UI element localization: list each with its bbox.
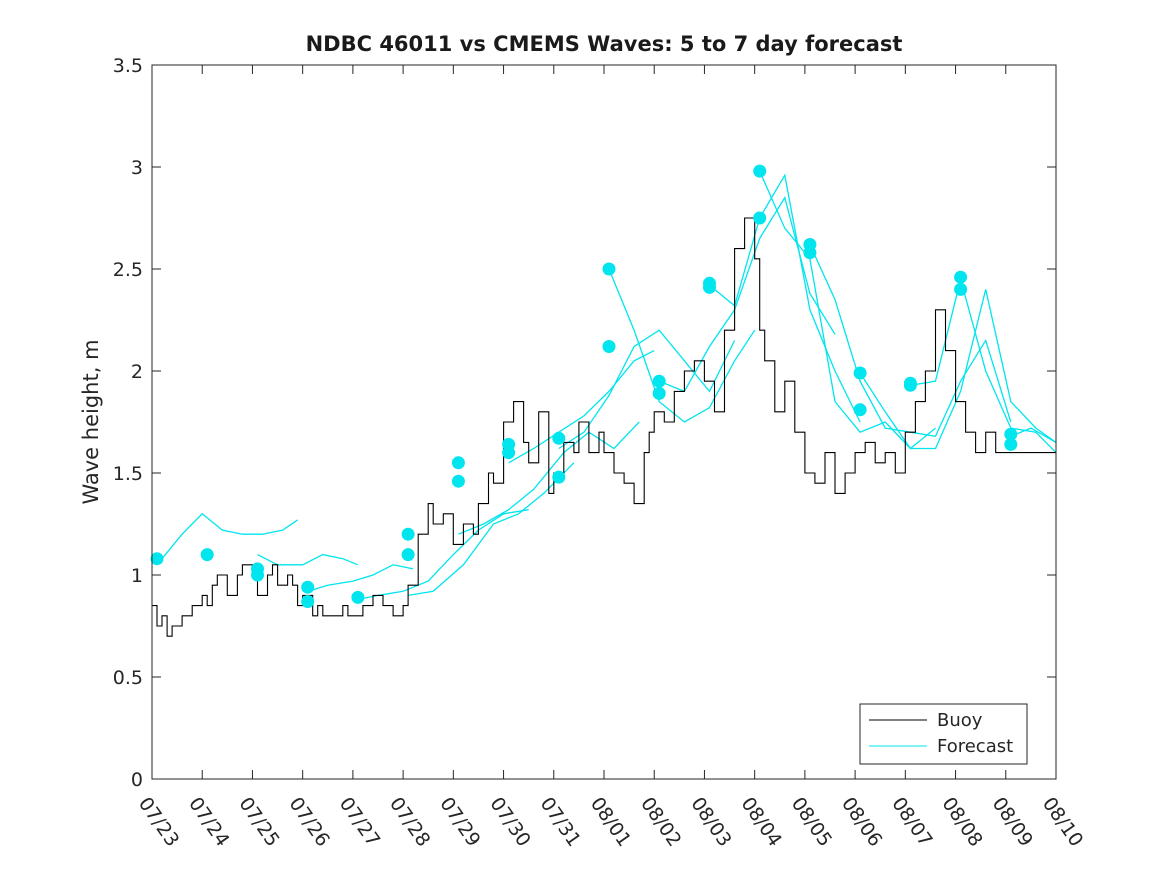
y-tick-label: 3: [131, 157, 143, 179]
forecast-start-marker: [652, 374, 666, 388]
forecast-start-marker: [451, 474, 465, 488]
forecast-start-marker: [602, 262, 616, 276]
legend-forecast-label: Forecast: [937, 736, 1013, 757]
x-tick-label: 08/03: [686, 793, 735, 850]
y-tick-label: 0.5: [113, 667, 143, 689]
x-tick-label: 07/23: [134, 793, 183, 850]
chart-title: NDBC 46011 vs CMEMS Waves: 5 to 7 day fo…: [306, 32, 903, 56]
y-tick-label: 0: [131, 769, 143, 791]
x-tick-label: 07/30: [485, 793, 534, 850]
forecast-line: [508, 350, 655, 464]
x-tick-label: 08/04: [737, 793, 786, 850]
forecast-line: [658, 195, 836, 393]
plot-area: [152, 65, 1056, 779]
forecast-start-marker: [200, 548, 214, 562]
forecast-line: [608, 268, 756, 423]
forecast-start-marker: [251, 568, 264, 582]
x-tick-label: 08/05: [787, 793, 836, 850]
x-tick-label: 07/28: [385, 793, 434, 850]
legend-buoy-label: Buoy: [937, 710, 983, 731]
forecast-start-marker: [703, 280, 716, 294]
y-tick-label: 3.5: [113, 55, 143, 77]
forecast-line: [1010, 427, 1057, 443]
x-tick-label: 07/24: [184, 793, 233, 850]
y-tick-label: 2: [131, 361, 143, 383]
plot-frame: [151, 64, 1057, 780]
x-tick-label: 08/06: [837, 793, 886, 850]
forecast-start-marker: [853, 366, 867, 380]
x-tick-label: 07/31: [536, 793, 585, 850]
forecast-start-marker: [753, 164, 767, 178]
legend: Buoy Forecast: [859, 703, 1028, 765]
forecast-start-marker: [602, 340, 616, 353]
forecast-line: [759, 170, 936, 450]
forecast-start-marker: [552, 470, 566, 484]
forecast-start-marker: [401, 527, 415, 541]
forecast-start-marker: [150, 552, 164, 566]
forecast-start-marker: [1004, 427, 1018, 441]
y-axis-ticks: 0 0.5 1 1.5 2 2.5 3 3.5: [113, 55, 1056, 791]
x-tick-label: 08/07: [887, 793, 936, 850]
y-axis-label: Wave height, m: [79, 339, 103, 504]
forecast-start-marker: [803, 246, 817, 260]
legend-box: [859, 703, 1028, 765]
buoy-line: [152, 217, 1056, 637]
x-tick-label: 08/09: [988, 793, 1037, 850]
forecast-line: [357, 509, 529, 601]
forecast-line: [910, 276, 1057, 454]
forecast-start-marker: [652, 386, 666, 400]
y-tick-label: 2.5: [113, 259, 143, 281]
y-tick-label: 1.5: [113, 463, 143, 485]
forecast-start-marker: [954, 270, 968, 284]
forecast-start-marker: [753, 211, 767, 225]
forecast-line: [307, 564, 414, 592]
forecast-start-marker: [1004, 437, 1018, 451]
x-tick-label: 08/02: [636, 793, 685, 850]
forecast-line: [257, 553, 359, 566]
forecast-start-marker: [552, 431, 566, 445]
forecast-start-marker: [903, 378, 917, 392]
x-tick-label: 07/26: [285, 793, 334, 850]
x-tick-label: 07/27: [335, 793, 384, 850]
x-tick-label: 08/10: [1038, 793, 1087, 850]
forecast-start-marker: [954, 282, 968, 296]
forecast-start-marker: [502, 446, 516, 460]
forecast-line: [859, 289, 1057, 450]
x-tick-label: 07/29: [435, 793, 484, 850]
forecast-line: [161, 512, 298, 560]
forecast-start-marker: [853, 403, 867, 417]
forecast-line: [558, 329, 736, 450]
x-tick-label: 07/25: [234, 793, 283, 850]
series-layer: [150, 164, 1057, 637]
forecast-start-marker: [301, 595, 315, 608]
forecast-line: [407, 462, 575, 597]
forecast-start-marker: [351, 590, 365, 604]
x-tick-label: 08/08: [937, 793, 986, 850]
y-tick-label: 1: [131, 565, 143, 587]
forecast-start-marker: [401, 548, 415, 562]
x-tick-label: 08/01: [586, 793, 635, 850]
forecast-start-marker: [301, 580, 315, 594]
forecast-start-marker: [451, 456, 465, 470]
